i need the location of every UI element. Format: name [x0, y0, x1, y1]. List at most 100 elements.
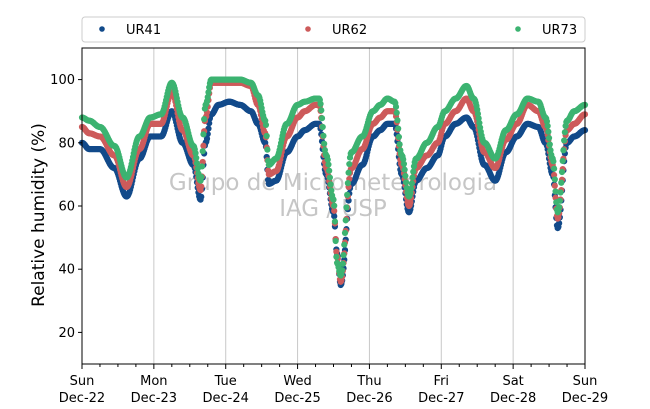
data-point: [341, 229, 349, 237]
data-point: [325, 161, 332, 168]
data-point: [198, 183, 205, 190]
data-point: [345, 169, 352, 176]
data-point: [409, 174, 416, 181]
data-point: [339, 260, 346, 267]
data-point: [544, 122, 551, 130]
data-point: [198, 163, 206, 170]
x-tick-day: Fri: [434, 374, 450, 389]
legend-label-ur41: UR41: [126, 23, 161, 38]
x-tick-date: Dec-24: [203, 391, 249, 406]
x-tick-day: Thu: [356, 374, 381, 389]
data-point: [321, 140, 328, 147]
data-point: [396, 141, 403, 148]
data-point: [263, 132, 270, 140]
data-point: [198, 193, 205, 200]
data-point: [559, 157, 566, 165]
data-point: [328, 187, 335, 194]
data-point: [551, 182, 558, 189]
data-point: [556, 203, 563, 211]
data-point: [344, 179, 351, 187]
data-point: [561, 137, 568, 144]
data-point: [545, 128, 552, 135]
x-tick-date: Dec-22: [59, 391, 105, 406]
data-point: [395, 125, 402, 132]
legend-marker-ur41: [99, 26, 105, 32]
data-point: [400, 156, 407, 163]
x-tick-date: Dec-27: [418, 391, 464, 406]
data-point: [393, 109, 400, 116]
data-point: [551, 176, 558, 183]
x-axis: Sun Dec-22 Mon Dec-23 Tue Dec-24 Wed Dec-25 Thu D…: [59, 364, 608, 406]
data-point: [402, 179, 410, 186]
data-point: [333, 253, 340, 260]
data-point: [326, 167, 333, 174]
data-point: [331, 218, 339, 225]
y-tick-label: 100: [50, 73, 75, 88]
data-point: [560, 147, 567, 154]
data-point: [193, 160, 201, 167]
data-point: [330, 196, 337, 203]
series-ur73: [78, 76, 589, 279]
data-point: [402, 172, 409, 180]
legend: UR41 UR62 UR73: [81, 16, 586, 43]
data-point: [552, 188, 559, 195]
data-point: [198, 173, 205, 181]
legend-label-ur62: UR62: [332, 23, 367, 38]
x-tick-date: Dec-25: [274, 391, 320, 406]
data-point: [408, 180, 415, 187]
data-point: [319, 123, 326, 131]
data-point: [561, 129, 568, 136]
x-tick-day: Sun: [70, 374, 95, 389]
data-point: [557, 189, 564, 196]
data-point: [556, 197, 563, 204]
data-point: [547, 147, 554, 154]
data-point: [318, 115, 326, 122]
data-point: [205, 89, 212, 96]
data-point: [546, 141, 553, 148]
x-tick-date: Dec-26: [346, 391, 392, 406]
x-tick-date: Dec-29: [562, 391, 608, 406]
data-point: [341, 241, 348, 248]
data-point: [264, 146, 271, 153]
legend-label-ur73: UR73: [542, 23, 577, 38]
data-points: [78, 76, 589, 289]
data-point: [317, 100, 324, 108]
x-tick-day: Sat: [502, 374, 523, 389]
data-point: [342, 217, 349, 224]
data-point: [332, 237, 339, 245]
data-point: [331, 207, 338, 214]
data-point: [327, 181, 334, 188]
data-point: [262, 121, 270, 129]
y-tick-label: 40: [58, 263, 75, 278]
data-point: [201, 116, 208, 123]
y-axis: 20 40 60 80 100: [50, 73, 82, 341]
data-point: [324, 156, 331, 163]
data-point: [551, 165, 558, 172]
data-point: [200, 142, 207, 149]
data-point: [204, 93, 211, 101]
data-point: [343, 204, 350, 211]
y-tick-label: 80: [58, 136, 75, 151]
x-tick-day: Tue: [214, 374, 237, 389]
data-point: [543, 118, 551, 125]
data-point: [395, 133, 402, 140]
data-point: [320, 132, 327, 139]
legend-marker-ur73: [515, 26, 521, 32]
data-point: [318, 107, 325, 114]
data-point: [408, 185, 415, 192]
y-tick-label: 60: [58, 200, 75, 215]
data-point: [326, 174, 334, 181]
data-point: [333, 248, 340, 255]
data-point: [545, 134, 553, 142]
y-axis-title: Relative humidity (%): [29, 123, 49, 307]
data-point: [193, 154, 200, 162]
x-tick-day: Sun: [573, 374, 598, 389]
data-point: [331, 213, 338, 220]
data-point: [410, 168, 417, 175]
data-point: [550, 158, 557, 165]
x-tick-day: Mon: [140, 374, 167, 389]
data-point: [199, 148, 206, 155]
legend-marker-ur62: [305, 26, 311, 32]
data-point: [558, 179, 565, 186]
